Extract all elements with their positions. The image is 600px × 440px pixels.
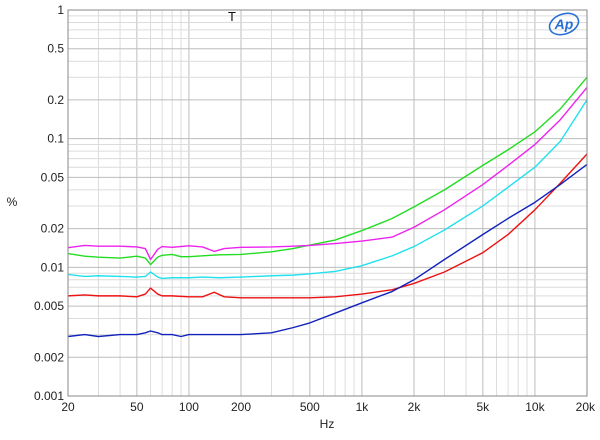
x-tick-labels: 20 50 100 200 500 1k 2k 5k 10k 20k xyxy=(61,400,596,414)
x-axis-label: Hz xyxy=(320,417,335,431)
y-tick-label: 0.01 xyxy=(41,260,65,274)
chart-top-label: T xyxy=(228,9,236,24)
series-line-5 xyxy=(67,163,588,338)
logo-text: Ap xyxy=(554,16,574,32)
series-line-2 xyxy=(67,87,588,261)
x-tick-label: 10k xyxy=(525,400,545,414)
logo-swoosh-icon xyxy=(548,12,580,36)
series-line-1 xyxy=(67,76,588,266)
y-tick-label: 0.005 xyxy=(34,299,64,313)
plot-background xyxy=(68,10,587,396)
y-tick-label: 0.5 xyxy=(47,42,64,56)
x-tick-label: 200 xyxy=(231,400,251,414)
series-line-3 xyxy=(67,99,588,280)
y-tick-labels: 1 0.5 0.2 0.1 0.05 0.02 0.01 0.005 0.002 0.001 xyxy=(34,3,64,403)
x-tick-label: 100 xyxy=(179,400,199,414)
y-tick-label: 0.2 xyxy=(47,93,64,107)
audio-precision-logo: Ap xyxy=(548,12,580,36)
plot-frame xyxy=(67,9,588,397)
x-tick-label: 50 xyxy=(130,400,144,414)
x-tick-label: 20 xyxy=(61,400,75,414)
x-tick-label: 2k xyxy=(408,400,422,414)
y-tick-label: 1 xyxy=(57,3,64,17)
y-tick-label: 0.1 xyxy=(47,132,64,146)
y-tick-label: 0.001 xyxy=(34,389,64,403)
x-tick-label: 20k xyxy=(576,400,596,414)
series-lines xyxy=(67,76,588,338)
series-line-4 xyxy=(67,153,588,299)
y-tick-label: 0.002 xyxy=(34,350,64,364)
y-tick-label: 0.05 xyxy=(41,170,65,184)
y-tick-label: 0.02 xyxy=(41,222,65,236)
x-tick-label: 5k xyxy=(476,400,490,414)
x-tick-label: 500 xyxy=(300,400,320,414)
x-tick-label: 1k xyxy=(356,400,370,414)
y-axis-label: % xyxy=(7,195,18,209)
grid-lines xyxy=(68,10,587,396)
